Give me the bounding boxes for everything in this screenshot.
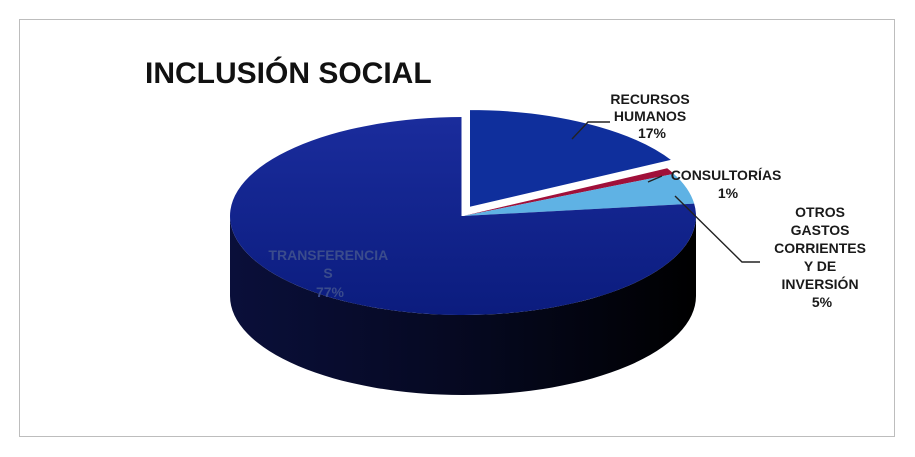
label-percent: 1% [718, 185, 739, 201]
pie-body [230, 107, 696, 395]
label-line: CONSULTORÍAS [671, 167, 782, 183]
pie-slice-transferencias [230, 117, 696, 316]
label-percent: 5% [812, 294, 833, 310]
label-line: INVERSIÓN [782, 275, 859, 292]
label-recursos-humanos: RECURSOS HUMANOS 17% [610, 91, 693, 141]
label-line: GASTOS [791, 222, 850, 238]
pie-slice-otros-gastos-corrientes-y-de-inversi-n [463, 173, 695, 216]
label-transferencias: TRANSFERENCIA S 77% [268, 247, 391, 300]
label-otros-gastos: OTROS GASTOS CORRIENTES Y DE INVERSIÓN 5… [774, 204, 870, 310]
leader-line-consultorias [647, 175, 663, 183]
label-line: OTROS [795, 204, 845, 220]
label-line: TRANSFERENCIA [268, 247, 388, 263]
chart-title: INCLUSIÓN SOCIAL [145, 56, 432, 90]
label-consultorias: CONSULTORÍAS 1% [671, 167, 786, 201]
label-line: RECURSOS [610, 91, 689, 107]
pie-slice-consultor-as [463, 168, 674, 216]
pie-side-wall [230, 216, 696, 395]
label-line: CORRIENTES [774, 240, 866, 256]
label-percent: 17% [638, 125, 667, 141]
leader-line-recursos [571, 121, 610, 140]
label-line: S [323, 265, 332, 281]
label-line: HUMANOS [614, 108, 686, 124]
label-percent: 77% [316, 284, 345, 300]
leader-line-otros [674, 195, 760, 263]
label-line: Y DE [804, 258, 836, 274]
